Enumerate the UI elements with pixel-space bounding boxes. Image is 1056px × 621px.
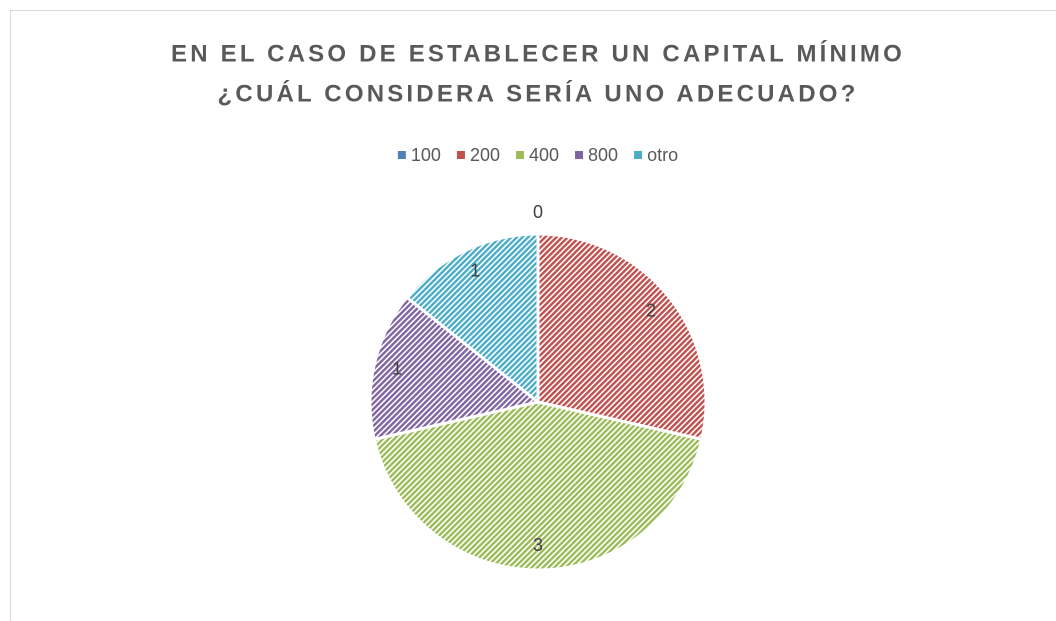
legend-label: 800 [588,145,618,165]
pie-slice [368,295,542,442]
legend-item: 400 [515,145,559,165]
legend-item: otro [634,145,678,165]
pie-slice [372,400,704,572]
data-label: 1 [470,261,480,281]
legend-label: otro [647,145,678,165]
legend-item: 800 [575,145,618,165]
data-label: 1 [392,359,402,379]
pie-slice [404,232,540,406]
legend-swatch [456,151,465,159]
data-label: 2 [646,301,656,321]
legend-item: 100 [397,145,441,165]
legend-swatch [634,151,643,159]
pie-slice [536,232,708,442]
legend-label: 200 [470,145,500,165]
legend-item: 200 [456,145,500,165]
legend-label: 400 [529,145,559,165]
legend-swatch [515,151,524,159]
legend-swatch [397,151,406,159]
legend-label: 100 [411,145,441,165]
data-label: 3 [533,535,543,555]
data-label: 0 [533,202,543,222]
chart-title: ¿CUÁL CONSIDERA SERÍA UNO ADECUADO? [218,79,859,107]
chart-title: EN EL CASO DE ESTABLECER UN CAPITAL MÍNI… [171,39,905,67]
legend-swatch [575,151,584,159]
